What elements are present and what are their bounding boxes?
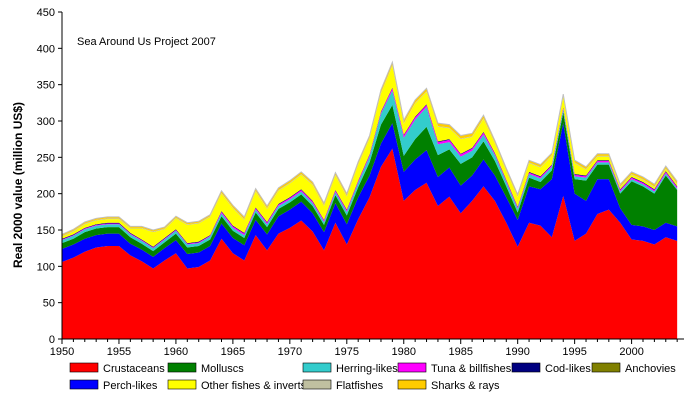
legend-swatch-cod-likes: [511, 362, 541, 373]
x-tick-label: 1990: [505, 346, 529, 358]
y-tick-label: 250: [37, 152, 55, 164]
axes-layer: 0 50 100 150 200 250 300 350 400 450 1950 1955 1960 1…: [37, 7, 684, 358]
x-tick-label: 2000: [619, 346, 643, 358]
area-perch-likes: [62, 123, 678, 269]
legend-swatch-flatfishes: [302, 379, 332, 390]
y-axis-title: Real 2000 value (million US$): [11, 102, 25, 268]
y-tick-label: 100: [37, 261, 55, 273]
y-tick-label: 0: [49, 334, 55, 346]
area-crustaceans: [62, 148, 678, 339]
legend-label-anchovies: Anchovies: [625, 363, 676, 375]
legend-swatch-molluscs: [167, 362, 197, 373]
legend-label-herring-likes: Herring-likes: [336, 363, 398, 375]
x-tick-label: 1975: [335, 346, 359, 358]
legend-swatch-herring-likes: [302, 362, 332, 373]
legend-label-cod-likes: Cod-likes: [545, 363, 591, 375]
legend-label-tuna-billfishes: Tuna & billfishes: [431, 363, 512, 375]
x-tick-label: 1960: [164, 346, 188, 358]
x-tick-label: 1970: [278, 346, 302, 358]
legend-swatch-other-fishes-inverts: [167, 379, 197, 390]
legend-label-crustaceans: Crustaceans: [103, 363, 165, 375]
legend-swatch-sharks-rays: [397, 379, 427, 390]
legend-swatch-tuna-billfishes: [397, 362, 427, 373]
legend-swatch-perch-likes: [69, 379, 99, 390]
x-tick-label: 1950: [50, 346, 74, 358]
legend-label-sharks-rays: Sharks & rays: [431, 380, 500, 392]
legend-label-other-fishes-inverts: Other fishes & inverts: [201, 380, 307, 392]
y-tick-label: 150: [37, 225, 55, 237]
y-tick-label: 350: [37, 80, 55, 92]
x-tick-label: 1985: [448, 346, 472, 358]
legend-swatch-anchovies: [591, 362, 621, 373]
legend-label-molluscs: Molluscs: [201, 363, 244, 375]
legend-swatch-crustaceans: [69, 362, 99, 373]
legend-label-perch-likes: Perch-likes: [103, 380, 158, 392]
legend-label-flatfishes: Flatfishes: [336, 380, 384, 392]
y-tick-label: 50: [43, 298, 55, 310]
x-tick-label: 1995: [562, 346, 586, 358]
legend: Crustaceans Molluscs Herring-likes Tuna & b…: [69, 362, 676, 392]
x-tick-label: 1955: [107, 346, 131, 358]
stack-top-outline: [61, 60, 678, 235]
y-tick-label: 450: [37, 7, 55, 19]
y-tick-label: 300: [37, 116, 55, 128]
y-tick-label: 200: [37, 189, 55, 201]
y-tick-label: 400: [37, 43, 55, 55]
chart-annotation: Sea Around Us Project 2007: [77, 36, 216, 48]
x-tick-label: 1965: [221, 346, 245, 358]
x-tick-label: 1980: [392, 346, 416, 358]
areas-layer: [61, 60, 678, 339]
